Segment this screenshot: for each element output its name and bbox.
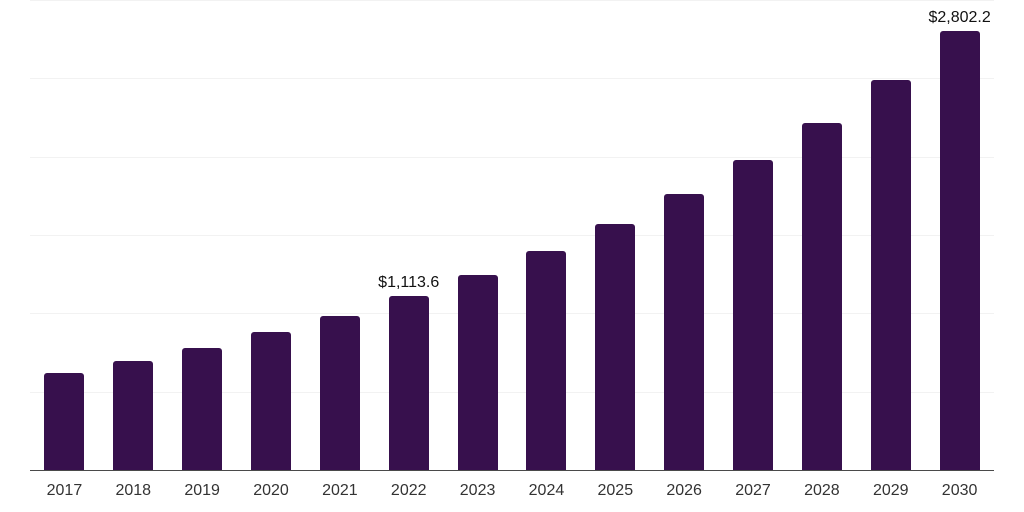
bar-slot-2027 — [719, 0, 788, 470]
bar-2018 — [113, 361, 154, 470]
x-tick-label-2022: 2022 — [390, 482, 427, 499]
bar-2024 — [526, 251, 567, 470]
bar-2027 — [733, 160, 774, 470]
gridline-500 — [30, 392, 994, 393]
gridline-1000 — [30, 313, 994, 314]
x-tick-label-2026: 2026 — [666, 482, 702, 499]
bar-slot-2018 — [99, 0, 168, 470]
data-label-2030: $2,802.2 — [928, 9, 991, 26]
x-tick-label-2021: 2021 — [322, 482, 358, 499]
gridline-3000 — [30, 0, 994, 1]
x-tick-label-2019: 2019 — [184, 482, 220, 499]
bar-slot-2017 — [30, 0, 99, 470]
x-tick-label-2027: 2027 — [735, 482, 771, 499]
bar-slot-2028 — [787, 0, 856, 470]
bar-2021 — [319, 315, 360, 470]
x-tick-label-2020: 2020 — [253, 482, 289, 499]
bar-slot-2019 — [168, 0, 237, 470]
bar-slot-2021 — [305, 0, 374, 470]
bar-2020 — [251, 332, 291, 470]
x-tick-label-2028: 2028 — [804, 482, 840, 499]
gridline-2000 — [30, 157, 994, 158]
gridline-1500 — [30, 235, 994, 236]
bar-2019 — [182, 347, 223, 470]
bar-slot-2030: $2,802.2 — [925, 0, 994, 470]
x-axis-line — [30, 470, 994, 471]
bar-slot-2029 — [856, 0, 925, 470]
data-label-2022: $1,113.6 — [378, 273, 440, 291]
bar-slot-2022: $1,113.6 — [374, 0, 443, 470]
bar-2023 — [457, 275, 498, 470]
bar-2028 — [801, 122, 842, 470]
bar-2022 — [388, 295, 429, 470]
plot-area: $1,113.6 $2,802.2 — [30, 0, 994, 470]
bar-slot-2025 — [581, 0, 650, 470]
bar-slot-2026 — [650, 0, 719, 470]
x-tick-label-2029: 2029 — [872, 482, 909, 499]
gridline-2500 — [30, 78, 994, 79]
x-tick-label-2030: 2030 — [941, 482, 978, 499]
bar-2026 — [664, 193, 705, 470]
bar-2025 — [595, 224, 636, 470]
bar-2029 — [870, 79, 911, 470]
bars-layer: $1,113.6 $2,802.2 — [30, 0, 994, 470]
x-tick-label-2018: 2018 — [115, 482, 152, 499]
bar-slot-2023 — [443, 0, 512, 470]
bar-slot-2024 — [512, 0, 581, 470]
x-axis-labels: 2017 2018 2019 2020 2021 2022 2023 2024 2025 2026… — [30, 471, 994, 499]
bar-2030 — [939, 31, 980, 470]
x-tick-label-2025: 2025 — [597, 482, 634, 499]
bar-slot-2020 — [237, 0, 306, 470]
x-tick-label-2017: 2017 — [46, 482, 83, 499]
x-tick-label-2024: 2024 — [528, 482, 565, 499]
bar-2017 — [44, 372, 85, 470]
x-tick-label-2023: 2023 — [459, 482, 496, 499]
